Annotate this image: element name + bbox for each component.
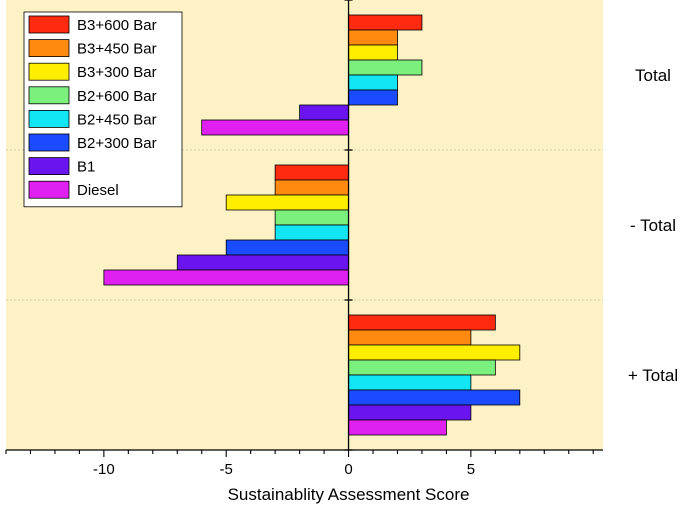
legend-label: B3+600 Bar <box>77 17 157 34</box>
legend-label: B1 <box>77 159 95 176</box>
category-label: - Total <box>630 216 676 235</box>
legend-swatch-diesel <box>28 180 70 199</box>
bar-diesel-3 <box>348 419 447 436</box>
bar-b3-450-bar-1 <box>348 29 398 46</box>
bar-b3-450-bar-3 <box>348 329 472 346</box>
bar-b3-600-bar-1 <box>348 14 423 31</box>
bar-b1-2 <box>176 254 349 271</box>
bar-b3-300-bar-3 <box>348 344 521 361</box>
bar-diesel-2 <box>103 269 349 286</box>
bar-b3-300-bar-1 <box>348 44 398 61</box>
legend-label: B2+600 Bar <box>77 88 157 105</box>
category-label: Total <box>635 66 671 85</box>
bar-b2-300-bar-3 <box>348 389 521 406</box>
legend-swatch-b2-450-bar <box>28 110 70 128</box>
legend-swatch-b2-300-bar <box>28 133 70 152</box>
bar-b2-300-bar-1 <box>348 89 398 106</box>
bar-b1-1 <box>299 104 349 121</box>
legend-label: B3+300 Bar <box>77 64 157 81</box>
bar-b3-600-bar-3 <box>348 314 496 331</box>
legend-label: B2+300 Bar <box>77 135 157 152</box>
category-label: + Total <box>628 366 678 385</box>
x-tick-label: 5 <box>467 461 475 478</box>
legend-swatch-b3-600-bar <box>28 15 70 34</box>
bar-b3-600-bar-2 <box>274 164 349 181</box>
bar-b2-600-bar-1 <box>348 59 423 76</box>
bar-b3-300-bar-2 <box>225 194 349 211</box>
legend-swatch-b1 <box>28 157 70 176</box>
legend-label: B2+450 Bar <box>77 111 157 128</box>
bar-b3-450-bar-2 <box>274 179 349 196</box>
x-tick-label: 0 <box>344 461 352 478</box>
x-axis-title: Sustainablity Assessment Score <box>228 485 470 504</box>
bar-b1-3 <box>348 404 472 421</box>
legend-label: B3+450 Bar <box>77 41 157 58</box>
legend-label: Diesel <box>77 182 119 199</box>
legend-swatch-b3-450-bar <box>28 39 70 57</box>
bar-b2-300-bar-2 <box>225 239 349 256</box>
legend-swatch-b2-600-bar <box>28 86 70 105</box>
bar-diesel-1 <box>201 119 349 136</box>
bar-b2-450-bar-2 <box>274 224 349 241</box>
x-tick-label: -5 <box>220 461 233 478</box>
x-tick-label: -10 <box>93 461 115 478</box>
bar-b2-450-bar-1 <box>348 74 398 91</box>
legend-swatch-b3-300-bar <box>28 62 70 81</box>
bar-b2-600-bar-3 <box>348 359 496 376</box>
bar-b2-600-bar-2 <box>274 209 349 226</box>
bar-b2-450-bar-3 <box>348 374 472 391</box>
